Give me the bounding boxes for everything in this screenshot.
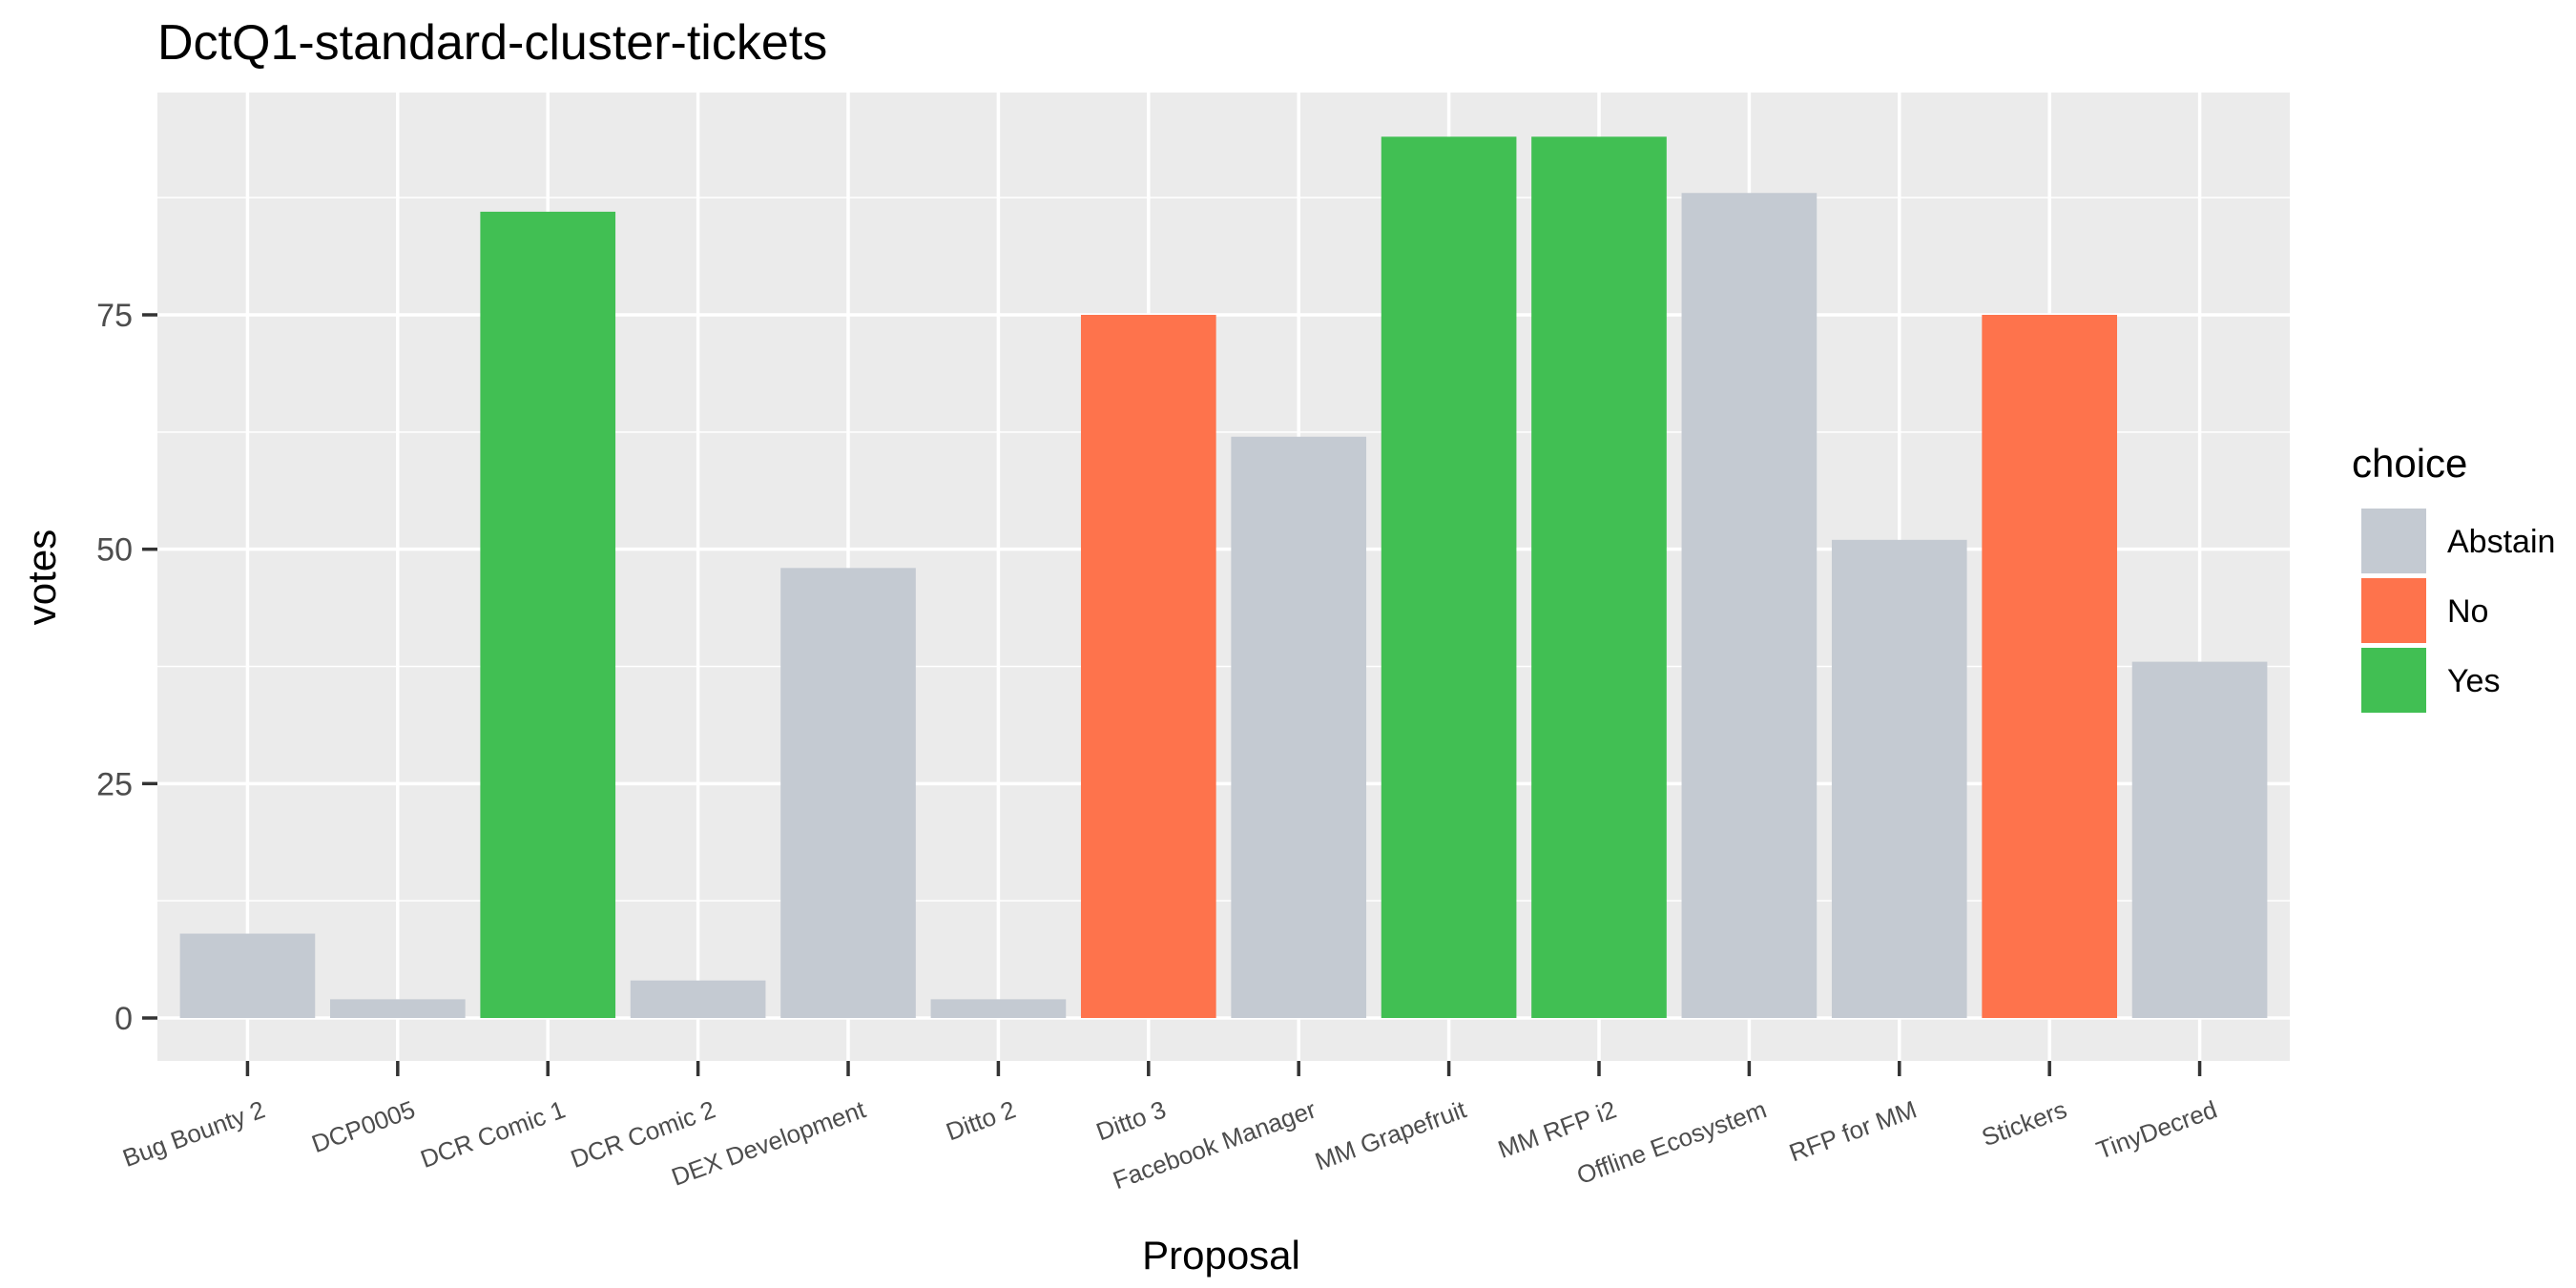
- y-tick-label: 75: [96, 298, 133, 334]
- chart-title: DctQ1-standard-cluster-tickets: [157, 15, 827, 71]
- y-tick-label: 0: [114, 1001, 133, 1037]
- legend-key-yes: [2361, 648, 2426, 713]
- x-tick-label: TinyDecred: [2092, 1094, 2220, 1164]
- bars: [179, 136, 2268, 1019]
- bar: [480, 211, 616, 1018]
- bar: [780, 568, 916, 1018]
- x-tick-label: DCP0005: [308, 1094, 419, 1158]
- legend-label-abstain: Abstain: [2447, 524, 2555, 560]
- legend-label-yes: Yes: [2447, 663, 2500, 699]
- x-tick-label: MM Grapefruit: [1311, 1094, 1470, 1175]
- x-tick-label: Ditto 2: [943, 1094, 1020, 1146]
- bar: [1531, 136, 1667, 1018]
- bar: [930, 999, 1067, 1018]
- y-axis: 0 25 50 75: [96, 298, 157, 1037]
- bar: [330, 999, 466, 1018]
- bar: [179, 933, 316, 1018]
- legend-key-no: [2361, 578, 2426, 643]
- x-tick-label: Bug Bounty 2: [119, 1094, 269, 1173]
- y-tick-label: 25: [96, 766, 133, 802]
- bar: [1681, 193, 1818, 1019]
- bar: [1080, 315, 1216, 1018]
- x-tick-label: RFP for MM: [1785, 1094, 1920, 1167]
- bar: [1982, 315, 2117, 1018]
- x-axis-title: Proposal: [1142, 1233, 1300, 1278]
- x-tick-label: Ditto 3: [1092, 1094, 1170, 1146]
- bar: [1831, 539, 1967, 1018]
- bar: [2131, 661, 2268, 1018]
- legend-title: choice: [2352, 441, 2467, 486]
- plot-panel: [157, 93, 2290, 1061]
- x-tick-label: Stickers: [1978, 1094, 2070, 1152]
- bar: [630, 980, 766, 1018]
- y-tick-label: 50: [96, 532, 133, 569]
- legend-key-abstain: [2361, 509, 2426, 573]
- legend: choice Abstain No Yes: [2352, 441, 2555, 713]
- legend-label-no: No: [2447, 593, 2488, 630]
- x-tick-label: DCR Comic 1: [417, 1094, 570, 1174]
- bar: [1381, 136, 1517, 1018]
- y-axis-title: votes: [19, 530, 64, 625]
- bar: [1231, 436, 1367, 1018]
